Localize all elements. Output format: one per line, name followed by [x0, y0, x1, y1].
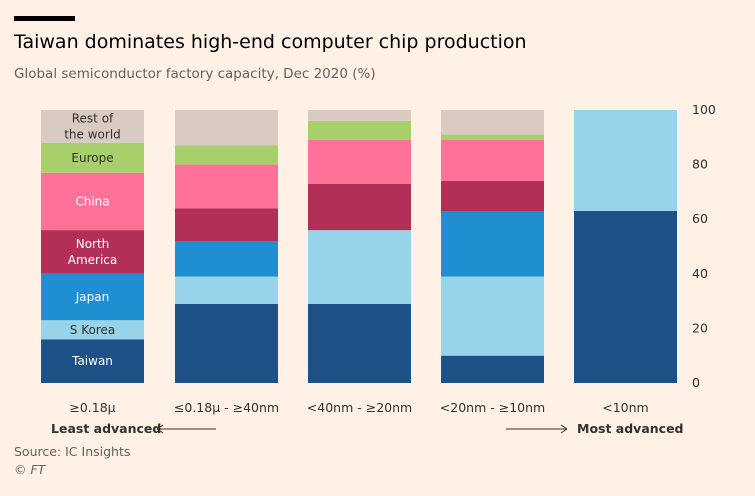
bar-0-18-japan [41, 273, 144, 321]
segment-label-s-korea: S Korea [70, 323, 115, 337]
bar-0-18-europe [41, 142, 144, 173]
y-tick-label-40: 40 [692, 266, 708, 281]
bar-0-18-40nm-north-america [175, 208, 278, 242]
bar-40nm-20nm-europe [308, 120, 411, 141]
least-advanced-arrow-head [156, 424, 164, 434]
bar-40nm-20nm-rest-of-the-world [308, 110, 411, 121]
y-tick-label-80: 80 [692, 157, 708, 172]
bar-20nm-10nm-japan [441, 211, 544, 277]
bar-40nm-20nm-taiwan [308, 303, 411, 383]
bar-40nm-20nm-china [308, 140, 411, 184]
y-tick-label-20: 20 [692, 320, 708, 335]
bar-20nm-10nm-europe [441, 134, 544, 141]
bar-0-18-north-america [41, 230, 144, 274]
bar-10nm-taiwan [574, 211, 677, 383]
x-tick-label-4: <20nm - ≥10nm [440, 400, 545, 415]
bar-0-18-s-korea [41, 320, 144, 340]
bar-0-18-40nm-taiwan [175, 303, 278, 383]
x-tick-label-1: ≥0.18μ [69, 400, 115, 415]
most-advanced-label: Most advanced [577, 421, 684, 436]
segment-label-europe: Europe [71, 151, 113, 165]
y-tick-label-100: 100 [692, 102, 716, 117]
most-advanced-arrow-head [560, 424, 568, 434]
x-tick-label-3: <40nm - ≥20nm [307, 400, 412, 415]
x-tick-label-5: <10nm [602, 400, 648, 415]
bar-40nm-20nm-s-korea [308, 230, 411, 304]
bar-20nm-10nm-taiwan [441, 355, 544, 383]
segment-label-taiwan: Taiwan [71, 354, 113, 368]
bar-0-18-rest-of-the-world [41, 110, 144, 143]
chart-subtitle: Global semiconductor factory capacity, D… [14, 66, 376, 82]
chart-title: Taiwan dominates high-end computer chip … [14, 31, 527, 53]
bar-0-18-40nm-japan [175, 241, 278, 277]
segment-label-japan: Japan [75, 290, 109, 304]
ft-credit: © FT [14, 462, 46, 477]
brand-bar [14, 16, 75, 21]
bar-0-18-40nm-s-korea [175, 276, 278, 304]
bar-0-18-40nm-europe [175, 145, 278, 165]
segment-label-north-america: North America [68, 237, 118, 267]
segment-label-china: China [75, 194, 109, 208]
bar-0-18-china [41, 172, 144, 231]
source-note: Source: IC Insights [14, 444, 131, 459]
segment-label-rest-of-the-world: Rest of the world [64, 111, 121, 141]
least-advanced-label: Least advanced [51, 421, 161, 436]
bar-0-18-40nm-china [175, 164, 278, 209]
bar-20nm-10nm-s-korea [441, 276, 544, 356]
bar-20nm-10nm-north-america [441, 180, 544, 212]
y-tick-label-0: 0 [692, 375, 700, 390]
bar-10nm-s-korea [574, 110, 677, 212]
bar-0-18-40nm-rest-of-the-world [175, 110, 278, 146]
x-tick-label-2: ≤0.18μ - ≥40nm [174, 400, 279, 415]
bar-20nm-10nm-china [441, 140, 544, 181]
y-tick-label-60: 60 [692, 211, 708, 226]
bar-0-18-taiwan [41, 339, 144, 383]
bar-20nm-10nm-rest-of-the-world [441, 110, 544, 135]
bar-40nm-20nm-north-america [308, 183, 411, 231]
